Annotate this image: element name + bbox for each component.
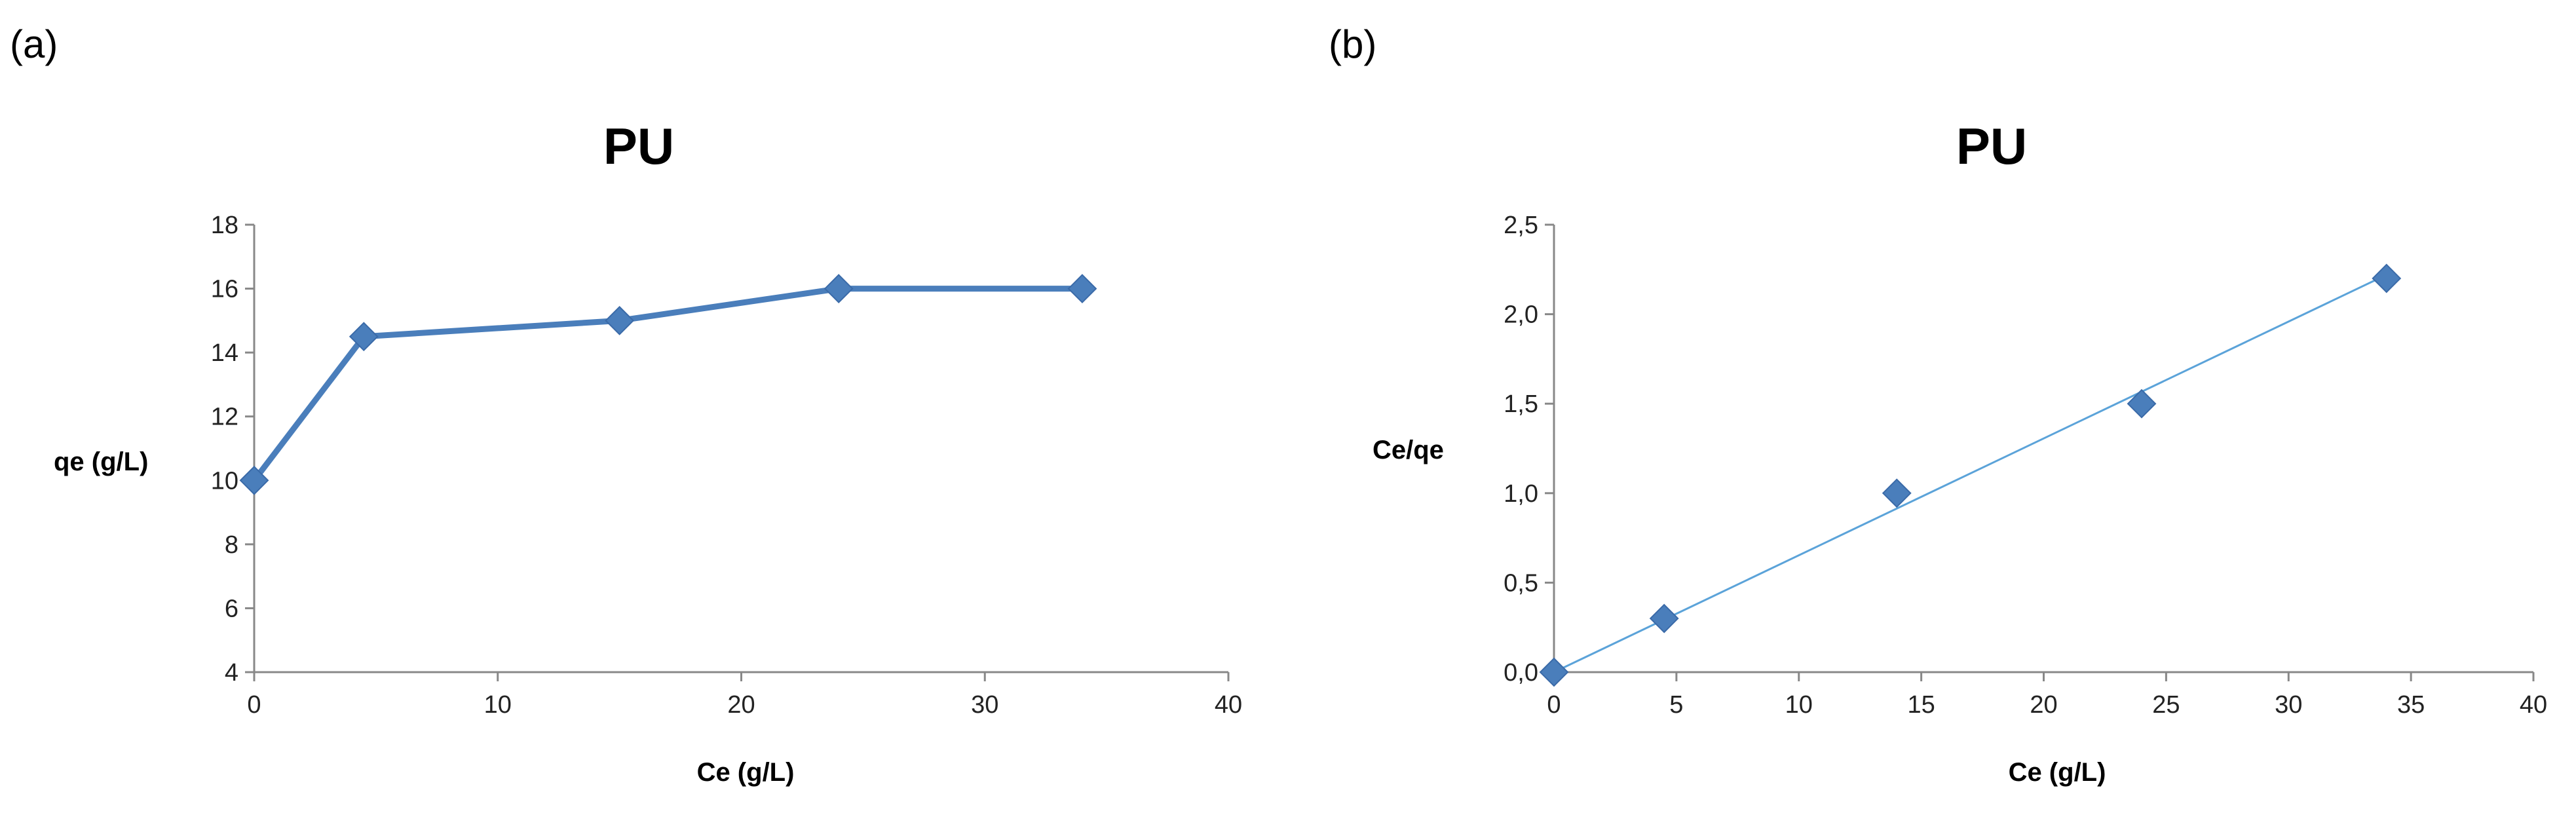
panel-a-x-tick-label: 20: [727, 691, 755, 719]
panel-b-x-tick-label: 40: [2520, 691, 2547, 719]
panel-a-plot-area: 4 6 8 10 12 14 16 18 0 10 20 30 40: [211, 212, 1242, 719]
panel-a-y-tick-label: 14: [211, 339, 238, 367]
panel-a-y-tick-label: 8: [225, 531, 238, 559]
panel-b-y-tick-label: 2,0: [1504, 301, 1538, 329]
panel-b-y-tick-label: 0,0: [1504, 659, 1538, 687]
panel-b-data-point: [1882, 478, 1912, 508]
panel-a-y-axis-title: qe (g/L): [54, 447, 148, 476]
panel-b-trendline: [1553, 274, 2387, 673]
panel-b-x-tick-label: 25: [2152, 691, 2180, 719]
panel-b-x-tick-label: 10: [1785, 691, 1813, 719]
panel-a-data-point: [1067, 274, 1097, 303]
panel-a-label: (a): [10, 22, 58, 66]
panel-b-label: (b): [1329, 22, 1376, 66]
panel-b-plot-area: 0,0 0,5 1,0 1,5 2,0 2,5 0 5 10 15 20 25 30 35 40: [1504, 212, 2547, 719]
panel-b-x-tick-label: 5: [1669, 691, 1683, 719]
panel-a-title: PU: [603, 117, 674, 175]
panel-a: (a) PU qe (g/L) Ce (g/L) 4 6 8 10 12 14 16 18 0 1…: [10, 22, 1242, 787]
panel-b-y-axis-title: Ce/qe: [1373, 436, 1444, 464]
panel-a-data-point: [605, 305, 635, 335]
panel-a-x-tick-label: 40: [1215, 691, 1242, 719]
panel-a-y-tick-label: 16: [211, 276, 238, 303]
panel-a-y-tick-label: 10: [211, 467, 238, 495]
panel-b-x-axis-title: Ce (g/L): [2009, 758, 2106, 787]
panel-b-x-tick-label: 0: [1547, 691, 1561, 719]
panel-b-x-tick-label: 30: [2275, 691, 2302, 719]
panel-b-x-tick-label: 35: [2397, 691, 2425, 719]
panel-b-data-point: [2372, 263, 2402, 293]
panel-a-y-tick-label: 12: [211, 404, 238, 431]
panel-a-series-line: [252, 286, 1082, 483]
panel-b-x-tick-label: 15: [1907, 691, 1935, 719]
panel-a-x-tick-label: 0: [247, 691, 261, 719]
panel-b-y-tick-label: 1,5: [1504, 390, 1538, 418]
panel-b-y-tick-label: 0,5: [1504, 569, 1538, 597]
panel-a-y-tick-label: 6: [225, 595, 238, 622]
panel-b: (b) PU Ce/qe Ce (g/L) 0,0 0,5 1,0 1,5 2,0 2,5…: [1329, 22, 2547, 787]
panel-b-x-tick-label: 20: [2030, 691, 2057, 719]
panel-a-x-tick-label: 10: [484, 691, 512, 719]
panel-a-x-axis-title: Ce (g/L): [697, 758, 795, 787]
panel-b-data-point: [2127, 388, 2157, 419]
panel-b-data-point: [1649, 603, 1679, 633]
panel-b-title: PU: [1956, 117, 2027, 175]
panel-b-data-point: [1539, 657, 1569, 687]
panel-b-y-tick-label: 1,0: [1504, 480, 1538, 508]
panel-a-y-tick-label: 18: [211, 212, 238, 239]
panel-a-data-point: [349, 322, 379, 352]
panel-a-x-tick-label: 30: [971, 691, 998, 719]
panel-a-y-tick-label: 4: [225, 659, 238, 687]
panel-a-data-point: [824, 274, 854, 303]
panel-b-y-tick-label: 2,5: [1504, 212, 1538, 239]
panel-a-data-point: [239, 465, 269, 495]
